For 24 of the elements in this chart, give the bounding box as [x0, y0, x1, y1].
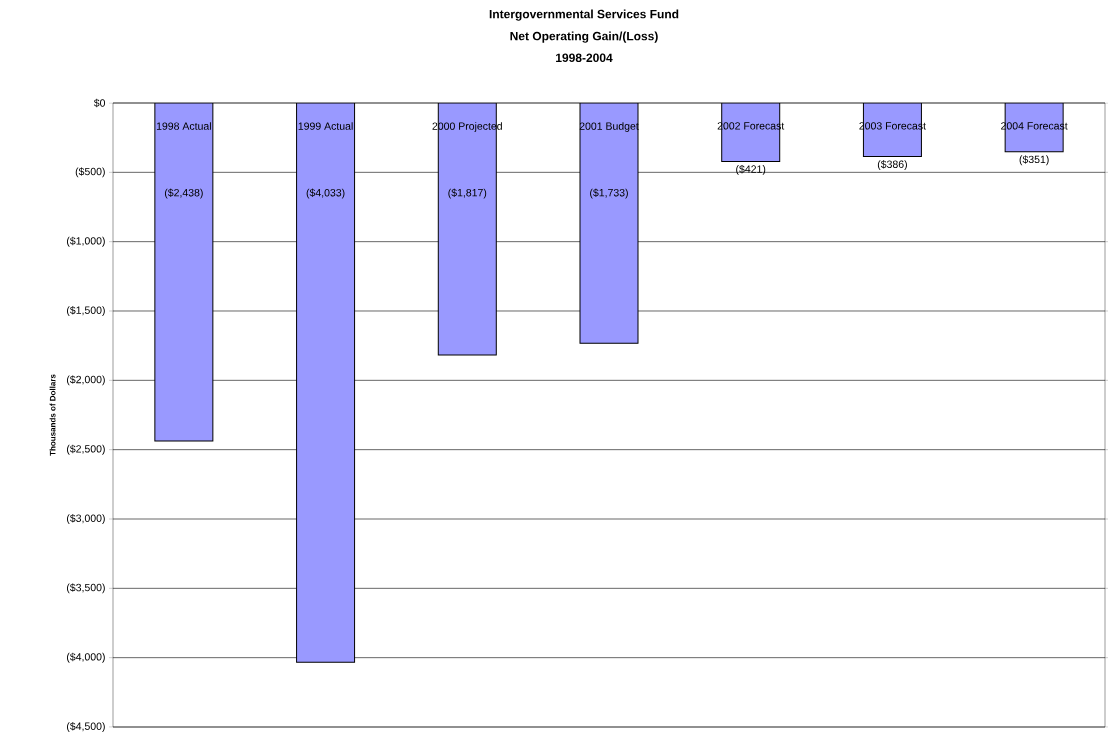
- chart-subtitle: Net Operating Gain/(Loss): [510, 31, 658, 43]
- y-tick-label: ($2,000): [67, 375, 105, 386]
- y-tick-label: ($1,500): [67, 306, 105, 316]
- text: 1998-2004: [556, 53, 613, 63]
- data-label: ($421): [736, 164, 766, 175]
- y-tick-label: ($2,500): [67, 444, 105, 455]
- chart-title: Intergovernmental Services Fund: [489, 9, 679, 21]
- data-label: ($2,438): [164, 188, 203, 199]
- x-tick-label: 1998 Actual: [156, 122, 211, 130]
- y-axis-title: Thousands of Dollars: [49, 374, 56, 456]
- y-tick-label: ($3,000): [67, 514, 105, 524]
- x-tick-label: 2001 Budget: [579, 122, 639, 132]
- y-tick-label: $0: [93, 98, 106, 108]
- data-label: ($351): [1019, 155, 1049, 166]
- y-tick-label: ($3,500): [67, 583, 105, 594]
- y-tick-label: ($4,000): [67, 652, 105, 663]
- data-label: ($4,033): [306, 188, 345, 199]
- data-label: ($1,733): [590, 188, 628, 199]
- data-label: ($1,817): [448, 188, 487, 199]
- y-tick-label: ($500): [75, 167, 105, 178]
- data-label: ($386): [877, 160, 907, 171]
- y-tick-label: ($1,000): [67, 236, 105, 247]
- x-tick-label: 1999 Actual: [298, 122, 353, 130]
- y-tick-label: ($4,500): [67, 722, 105, 732]
